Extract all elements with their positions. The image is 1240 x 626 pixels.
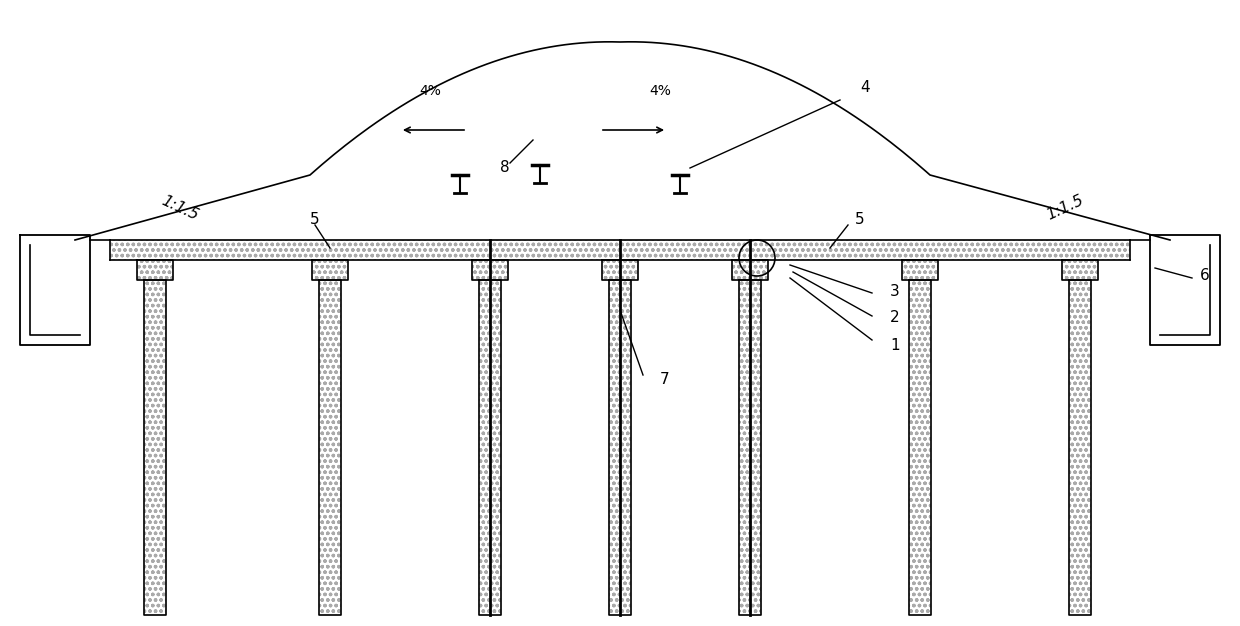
Text: 4: 4	[861, 81, 869, 96]
Bar	[479, 280, 501, 615]
Text: 5: 5	[856, 212, 864, 227]
Bar	[110, 240, 1130, 260]
Bar	[732, 260, 768, 280]
Text: 5: 5	[310, 212, 320, 227]
Bar	[144, 280, 166, 615]
Polygon shape	[74, 42, 1171, 240]
Bar	[739, 280, 761, 615]
Text: 4%: 4%	[419, 84, 441, 98]
Text: 6: 6	[1200, 267, 1210, 282]
Bar	[901, 260, 937, 280]
Text: 3: 3	[890, 284, 900, 299]
Bar	[472, 260, 508, 280]
Text: 4%: 4%	[649, 84, 671, 98]
Text: 2: 2	[890, 310, 900, 326]
Text: 1:1.5: 1:1.5	[1044, 193, 1086, 223]
Bar	[136, 260, 174, 280]
Bar	[601, 260, 639, 280]
Bar	[909, 280, 931, 615]
Text: 1: 1	[890, 337, 900, 352]
Text: 7: 7	[660, 372, 670, 387]
Bar	[1069, 280, 1091, 615]
Bar	[1061, 260, 1097, 280]
Bar	[319, 280, 341, 615]
Bar	[609, 280, 631, 615]
Text: 1:1.5: 1:1.5	[159, 193, 201, 223]
Bar	[312, 260, 348, 280]
Text: 8: 8	[500, 160, 510, 175]
